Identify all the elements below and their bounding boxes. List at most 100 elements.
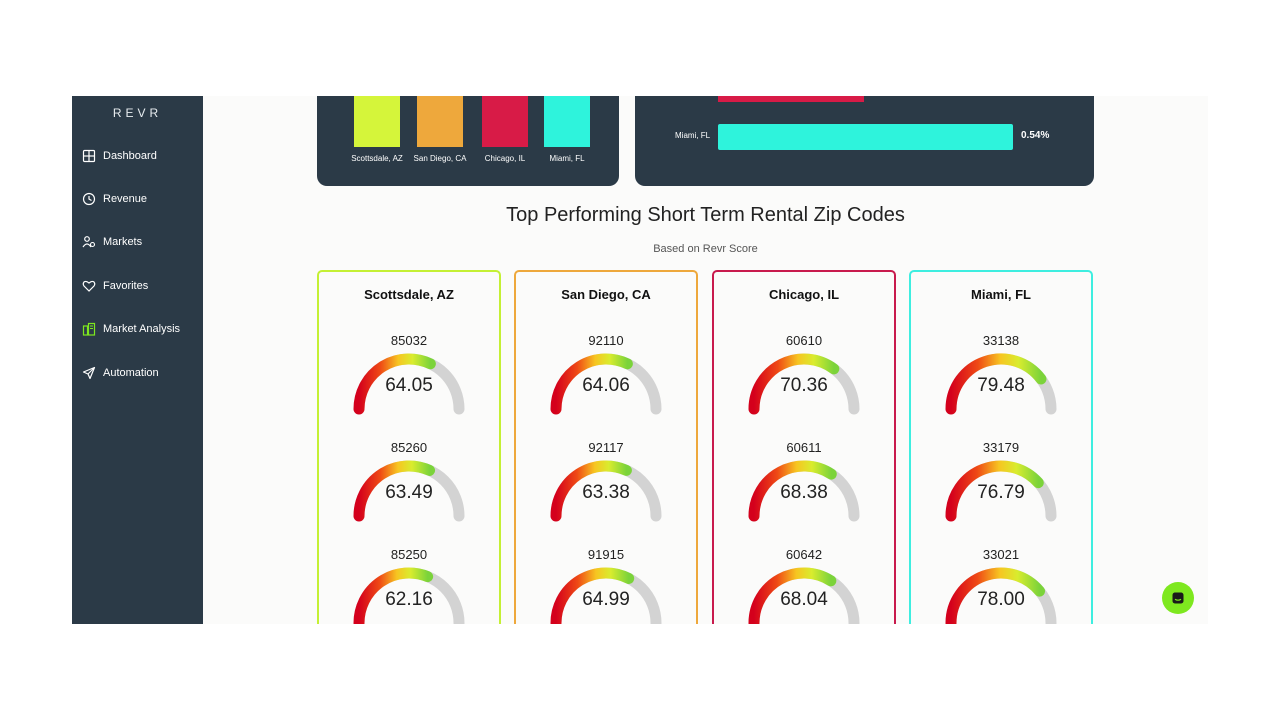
score-gauge: 64.05 [350, 351, 468, 417]
gauge-value: 79.48 [977, 375, 1025, 396]
bar-label: San Diego, CA [413, 154, 467, 163]
score-gauge: 63.38 [547, 458, 665, 524]
market-title: Chicago, IL [768, 287, 840, 302]
gauge-arc [353, 460, 465, 522]
sidebar-item-automation[interactable]: Automation [82, 361, 197, 385]
gauge-arc [550, 567, 662, 624]
gauge-value: 63.38 [582, 482, 630, 503]
zip-code-label: 60642 [785, 547, 823, 562]
bar-chart-card: Scottsdale, AZ San Diego, CA Chicago, IL… [317, 96, 619, 186]
bar-miami [544, 96, 590, 147]
score-gauge: 63.49 [350, 458, 468, 524]
gauge-fill [353, 567, 434, 624]
bar-label: Chicago, IL [484, 154, 526, 163]
sidebar-item-label: Automation [103, 367, 159, 379]
section-title: Top Performing Short Term Rental Zip Cod… [506, 204, 905, 226]
gauge-arc [748, 567, 860, 624]
market-title: Miami, FL [971, 287, 1031, 302]
sidebar-item-label: Favorites [103, 280, 149, 292]
revenue-icon [82, 192, 96, 206]
score-gauge: 70.36 [745, 351, 863, 417]
score-gauge: 79.48 [942, 351, 1060, 417]
zip-code-label: 92117 [588, 440, 624, 455]
gauge-arc [748, 353, 860, 415]
sidebar-item-markets[interactable]: Markets [82, 230, 197, 254]
gauge-fill [748, 460, 837, 522]
market-title: San Diego, CA [561, 287, 651, 302]
gauge-fill [945, 353, 1047, 415]
chat-button[interactable] [1162, 582, 1194, 614]
hbar-value: 0.54% [1021, 130, 1050, 141]
market-card: San Diego, CA 92110 64.06 92117 63.38 91915 64… [514, 270, 698, 624]
sidebar-item-market-analysis[interactable]: Market Analysis [82, 317, 197, 341]
brand-logo: REVR [112, 106, 163, 120]
sidebar-item-favorites[interactable]: Favorites [82, 274, 197, 298]
zip-code-label: 33179 [982, 440, 1020, 455]
score-gauge: 68.38 [745, 458, 863, 524]
gauge-value: 64.99 [582, 589, 630, 610]
gauge-fill [550, 567, 635, 624]
sidebar-item-label: Revenue [103, 193, 148, 205]
gauge-arc [550, 460, 662, 522]
gauge-arc [945, 460, 1057, 522]
gauge-fill [550, 353, 633, 415]
zip-code-label: 60610 [785, 333, 823, 348]
gauge-value: 68.04 [780, 589, 828, 610]
zip-code-label: 33021 [982, 547, 1020, 562]
score-gauge: 62.16 [350, 565, 468, 624]
gauge-value: 78.00 [977, 589, 1025, 610]
score-gauge: 64.06 [547, 351, 665, 417]
gauge-fill [353, 460, 436, 522]
markets-icon [82, 236, 96, 248]
zip-code-label: 85032 [390, 333, 428, 348]
bar-label: Scottsdale, AZ [351, 154, 403, 163]
send-icon [82, 366, 96, 380]
gauge-value: 70.36 [780, 375, 828, 396]
sidebar-item-label: Market Analysis [103, 323, 181, 335]
bar-chicago [482, 96, 528, 147]
market-analysis-icon [82, 322, 96, 336]
bar-label: Miami, FL [549, 154, 585, 163]
gauge-fill [945, 460, 1044, 522]
gauge-value: 64.05 [385, 375, 433, 396]
gauge-arc [945, 567, 1057, 624]
gauge-arc [748, 460, 860, 522]
bar-san-diego [417, 96, 463, 147]
section-subtitle: Based on Revr Score [653, 243, 758, 255]
sidebar: REVR Dashboard Revenue Markets Favorites… [72, 96, 203, 624]
chat-icon [1172, 592, 1184, 604]
gauge-value: 76.79 [977, 482, 1025, 503]
market-card: Miami, FL 33138 79.48 33179 76.79 33021 78.00 [909, 270, 1093, 624]
score-gauge: 68.04 [745, 565, 863, 624]
market-title: Scottsdale, AZ [364, 287, 454, 302]
score-gauge: 76.79 [942, 458, 1060, 524]
hbar-miami [718, 124, 1013, 150]
gauge-arc [353, 353, 465, 415]
sidebar-item-dashboard[interactable]: Dashboard [82, 144, 197, 168]
score-gauge: 64.99 [547, 565, 665, 624]
sidebar-item-label: Markets [103, 236, 143, 248]
sidebar-item-revenue[interactable]: Revenue [82, 187, 197, 211]
dashboard-icon [82, 149, 96, 163]
gauge-fill [550, 460, 632, 522]
market-card: Scottsdale, AZ 85032 64.05 85260 63.49 85250 6… [317, 270, 501, 624]
gauge-value: 68.38 [780, 482, 828, 503]
zip-code-label: 85260 [390, 440, 428, 455]
zip-code-label: 92110 [588, 333, 624, 348]
gauge-fill [945, 567, 1046, 624]
sidebar-item-label: Dashboard [103, 150, 157, 162]
main-content: Scottsdale, AZ San Diego, CA Chicago, IL… [203, 96, 1208, 624]
bar-scottsdale [354, 96, 400, 147]
zip-code-label: 60611 [786, 440, 822, 455]
score-gauge: 78.00 [942, 565, 1060, 624]
gauge-arc [353, 567, 465, 624]
heart-icon [82, 280, 96, 292]
gauge-value: 64.06 [582, 375, 630, 396]
app-window: REVR Dashboard Revenue Markets Favorites… [72, 96, 1208, 624]
zip-code-label: 85250 [390, 547, 428, 562]
gauge-arc [945, 353, 1057, 415]
gauge-value: 62.16 [385, 589, 433, 610]
hbar-chart-card: Miami, FL 0.54% [635, 96, 1094, 186]
hbar-partial [718, 96, 864, 102]
hbar-label: Miami, FL [675, 131, 711, 140]
